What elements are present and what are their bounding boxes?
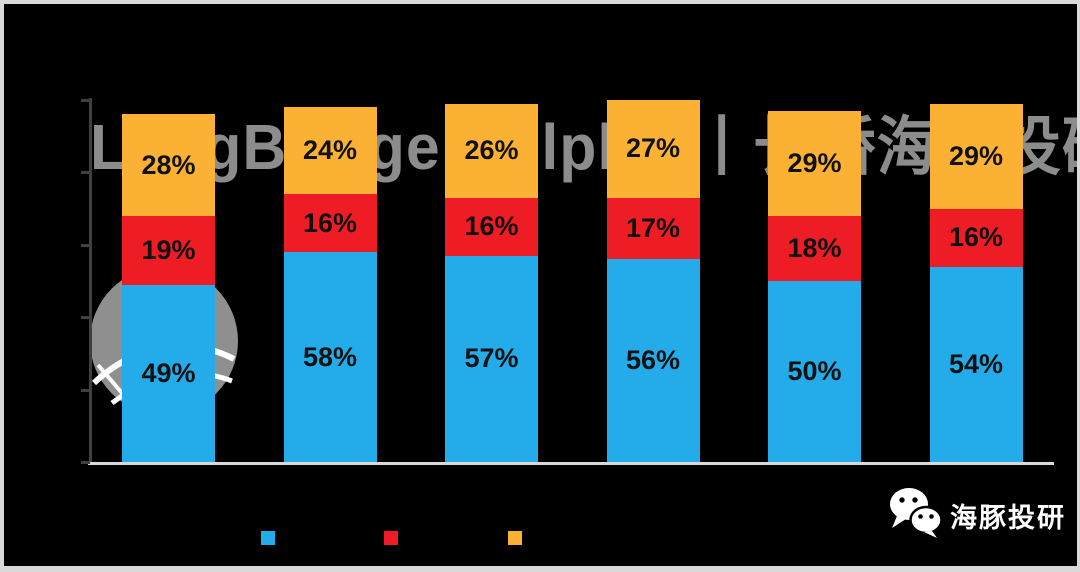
segment-value-label: 26% bbox=[464, 135, 519, 166]
segment-value-label: 56% bbox=[625, 345, 681, 376]
segment-value-label: 58% bbox=[302, 341, 358, 372]
y-axis-tick bbox=[81, 243, 90, 247]
segment-value-label: 16% bbox=[302, 207, 358, 238]
watermark-text: LongBridge Dolphin丨长桥海豚投研 bbox=[90, 111, 1080, 183]
y-axis-tick bbox=[81, 316, 90, 320]
segment-value-label: 24% bbox=[302, 135, 358, 166]
wechat-icon bbox=[888, 487, 944, 544]
bar-segment-segment-red: 16% bbox=[445, 197, 538, 256]
footer-logo-text: 海豚投研 bbox=[950, 502, 1066, 534]
segment-value-label: 57% bbox=[464, 343, 519, 374]
bar-segment-segment-blue: 57% bbox=[445, 255, 538, 462]
bar-segment-segment-yellow: 27% bbox=[606, 100, 700, 198]
y-axis-tick bbox=[81, 171, 90, 175]
segment-value-label: 54% bbox=[948, 348, 1004, 379]
bar-segment-segment-red: 18% bbox=[768, 215, 861, 281]
segment-value-label: 19% bbox=[141, 234, 196, 265]
y-axis-line bbox=[89, 98, 92, 464]
bar-segment-segment-blue: 58% bbox=[283, 252, 377, 462]
footer-logo: 海豚投研 bbox=[888, 487, 1066, 544]
segment-value-label: 16% bbox=[464, 211, 519, 242]
legend-swatch-segment-yellow bbox=[508, 531, 522, 545]
bar-segment-segment-blue: 56% bbox=[606, 259, 700, 462]
segment-value-label: 27% bbox=[625, 133, 681, 164]
frame-border-left bbox=[0, 0, 4, 572]
bar-segment-segment-yellow: 28% bbox=[122, 114, 215, 216]
segment-value-label: 49% bbox=[141, 357, 196, 388]
y-axis-tick bbox=[81, 461, 90, 464]
bar-segment-segment-yellow: 29% bbox=[929, 103, 1023, 209]
segment-value-label: 18% bbox=[787, 232, 842, 263]
bar-segment-segment-yellow: 24% bbox=[283, 107, 377, 195]
bar-segment-segment-red: 17% bbox=[606, 197, 700, 260]
y-axis-tick bbox=[81, 99, 90, 102]
x-axis-line bbox=[88, 462, 1054, 465]
frame-border-bottom bbox=[0, 566, 1080, 572]
bar-segment-segment-blue: 49% bbox=[122, 284, 215, 462]
frame-border-top bbox=[0, 0, 1080, 4]
segment-value-label: 29% bbox=[948, 140, 1004, 171]
bar-segment-segment-red: 19% bbox=[122, 215, 215, 285]
segment-value-label: 29% bbox=[787, 147, 842, 178]
segment-value-label: 28% bbox=[141, 149, 196, 180]
frame-border-right bbox=[1077, 0, 1080, 572]
legend-swatch-segment-red bbox=[384, 531, 398, 545]
bar-segment-segment-yellow: 26% bbox=[445, 103, 538, 198]
bar-segment-segment-blue: 54% bbox=[929, 266, 1023, 462]
legend-swatch-segment-blue bbox=[261, 531, 275, 545]
segment-value-label: 16% bbox=[948, 222, 1004, 253]
bar-segment-segment-blue: 50% bbox=[768, 281, 861, 462]
bar-segment-segment-red: 16% bbox=[929, 208, 1023, 267]
segment-value-label: 17% bbox=[625, 213, 681, 243]
bar-segment-segment-yellow: 29% bbox=[768, 110, 861, 216]
bar-segment-segment-red: 16% bbox=[283, 194, 377, 253]
segment-value-label: 50% bbox=[787, 356, 842, 386]
y-axis-tick bbox=[81, 388, 90, 392]
